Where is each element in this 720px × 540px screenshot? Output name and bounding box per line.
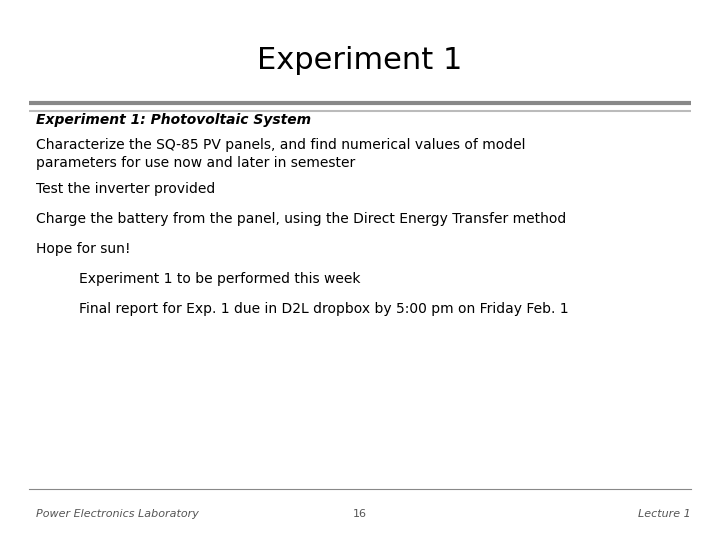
Text: Characterize the SQ-85 PV panels, and find numerical values of model
parameters : Characterize the SQ-85 PV panels, and fi… [36,138,526,170]
Text: Charge the battery from the panel, using the Direct Energy Transfer method: Charge the battery from the panel, using… [36,212,566,226]
Text: Power Electronics Laboratory: Power Electronics Laboratory [36,509,199,519]
Text: Lecture 1: Lecture 1 [639,509,691,519]
Text: Experiment 1 to be performed this week: Experiment 1 to be performed this week [79,272,361,286]
Text: Experiment 1: Photovoltaic System: Experiment 1: Photovoltaic System [36,113,311,127]
Text: Final report for Exp. 1 due in D2L dropbox by 5:00 pm on Friday Feb. 1: Final report for Exp. 1 due in D2L dropb… [79,302,569,316]
Text: Hope for sun!: Hope for sun! [36,242,130,256]
Text: Experiment 1: Experiment 1 [257,46,463,75]
Text: 16: 16 [353,509,367,519]
Text: Test the inverter provided: Test the inverter provided [36,182,215,196]
